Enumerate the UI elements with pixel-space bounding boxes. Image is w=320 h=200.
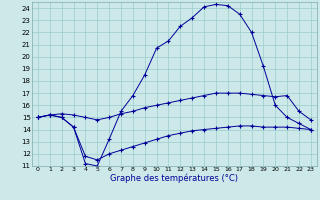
X-axis label: Graphe des températures (°C): Graphe des températures (°C): [110, 174, 238, 183]
